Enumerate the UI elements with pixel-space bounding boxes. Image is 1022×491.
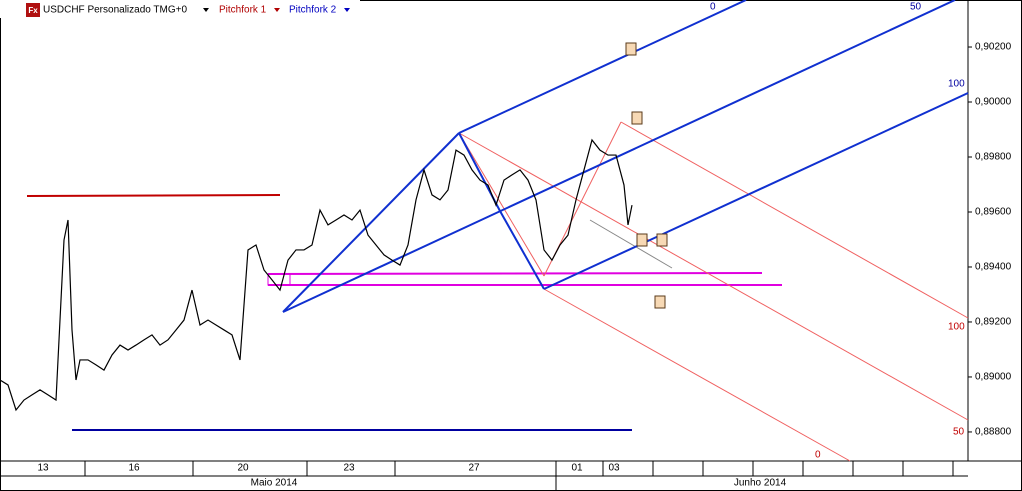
x-tick-label: 13 <box>37 463 49 474</box>
month-label: Maio 2014 <box>251 478 298 489</box>
dropdown-arrow[interactable] <box>203 8 209 12</box>
tool[interactable]: Pitchfork 1 <box>219 5 267 16</box>
icon[interactable] <box>26 3 40 17</box>
level-label: 0 <box>710 2 716 13</box>
x-tick-label: 01 <box>571 463 583 474</box>
y-tick-label: 0,88800 <box>975 427 1012 438</box>
symbol[interactable]: USDCHF Personalizado TMG+0 <box>43 5 187 16</box>
level-label: 0 <box>815 450 821 461</box>
x-tick-label: 23 <box>343 463 355 474</box>
pitchfork-1 <box>458 121 969 462</box>
horizontal-line <box>267 272 763 275</box>
y-tick-label: 0,90000 <box>975 97 1012 108</box>
y-tick-label: 0,89200 <box>975 317 1012 328</box>
y-tick-label: 0,89800 <box>975 152 1012 163</box>
x-tick-label: 16 <box>128 463 140 474</box>
level-label: 50 <box>953 427 965 438</box>
dropdown-arrow[interactable] <box>344 8 350 12</box>
y-tick-label: 0,89400 <box>975 262 1012 273</box>
x-tick-label: 20 <box>237 463 249 474</box>
tool[interactable]: Pitchfork 2 <box>289 5 337 16</box>
day-separators <box>84 461 954 491</box>
alert-icons <box>625 42 668 309</box>
header-bg <box>0 0 360 18</box>
price-line <box>0 138 633 412</box>
month-label: Junho 2014 <box>734 478 787 489</box>
x-tick-label: 03 <box>608 463 620 474</box>
horizontal-line <box>26 194 281 197</box>
pitchfork-2 <box>282 0 969 313</box>
trend-line <box>589 219 673 269</box>
rectangle <box>267 273 291 286</box>
x-tick-label: 27 <box>468 463 480 474</box>
y-tick-label: 0,89600 <box>975 207 1012 218</box>
level-label: 100 <box>948 79 965 90</box>
level-label: 50 <box>910 2 922 13</box>
level-label: 100 <box>948 322 965 333</box>
icon-label: Fx <box>28 6 38 15</box>
dropdown-arrow[interactable] <box>274 8 280 12</box>
y-tick-label: 0,89000 <box>975 372 1012 383</box>
y-tick-label: 0,90200 <box>975 42 1012 53</box>
